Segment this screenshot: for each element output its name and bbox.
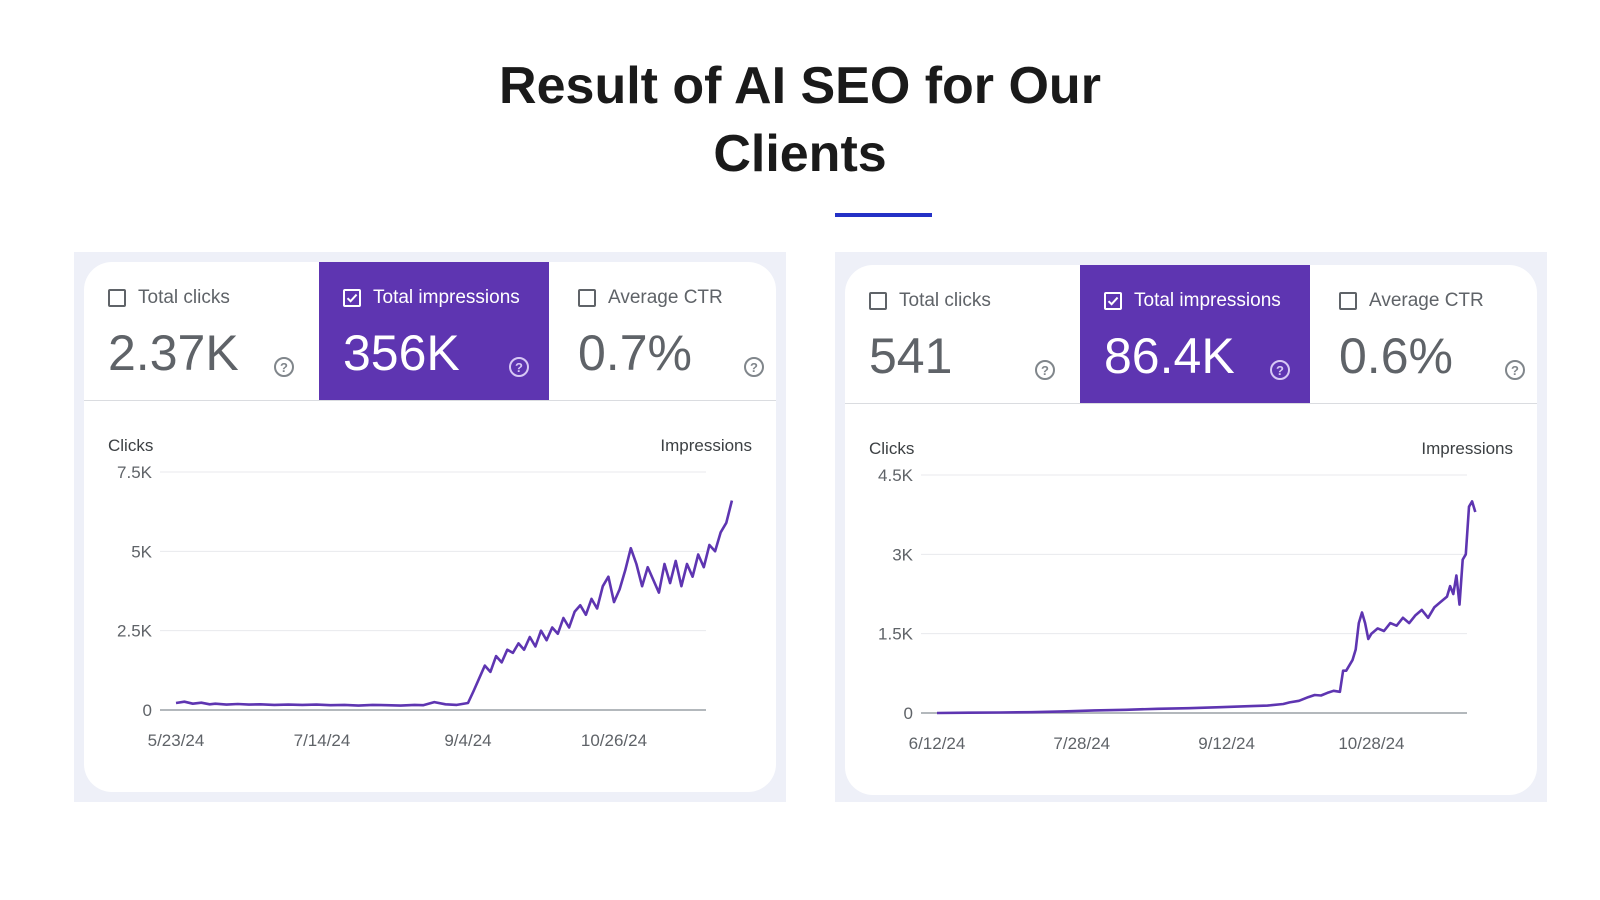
y-axis-right-title: Impressions: [660, 436, 752, 455]
metric-label: Total impressions: [373, 287, 520, 308]
checkbox-unchecked-icon[interactable]: [869, 292, 887, 310]
y-tick-label: 1.5K: [878, 625, 914, 644]
y-tick-label: 4.5K: [878, 466, 914, 485]
metric-label: Average CTR: [1369, 290, 1484, 311]
x-tick-label: 7/28/24: [1053, 734, 1110, 753]
metric-total-impressions[interactable]: Total impressions 86.4K ?: [1080, 265, 1310, 403]
checkbox-unchecked-icon[interactable]: [1339, 292, 1357, 310]
metric-label: Average CTR: [608, 287, 723, 308]
checkbox-checked-icon[interactable]: [1104, 292, 1122, 310]
metric-total-clicks[interactable]: Total clicks 2.37K ?: [84, 262, 314, 400]
y-tick-label: 5K: [131, 542, 152, 561]
metric-label: Total clicks: [138, 287, 230, 308]
metric-tabs: Total clicks 2.37K ? Total impressions 3…: [84, 262, 776, 401]
checkbox-unchecked-icon[interactable]: [578, 289, 596, 307]
x-tick-label: 10/26/24: [581, 731, 647, 750]
help-icon[interactable]: ?: [1035, 360, 1055, 380]
report-panel-1: Total clicks 2.37K ? Total impressions 3…: [74, 252, 786, 802]
metric-average-ctr[interactable]: Average CTR 0.7% ?: [554, 262, 776, 400]
impressions-chart: Clicks Impressions 0 1.5K 3K 4.5K 6/12/24 7/2…: [845, 403, 1537, 795]
performance-card: Total clicks 541 ? Total impressions 86.…: [845, 265, 1537, 795]
metric-value: 2.37K: [108, 325, 239, 381]
checkbox-checked-icon[interactable]: [343, 289, 361, 307]
help-icon[interactable]: ?: [274, 357, 294, 377]
performance-card: Total clicks 2.37K ? Total impressions 3…: [84, 262, 776, 792]
series-line-total-impressions: [175, 500, 734, 707]
x-tick-label: 6/12/24: [909, 734, 966, 753]
help-icon[interactable]: ?: [1505, 360, 1525, 380]
help-icon[interactable]: ?: [744, 357, 764, 377]
page-title-line2: Clients: [713, 125, 887, 183]
series-line-total-impressions: [936, 500, 1477, 715]
page-title: Result of AI SEO for Our Clients: [0, 52, 1600, 188]
y-axis-left-title: Clicks: [108, 436, 154, 455]
metric-total-impressions[interactable]: Total impressions 356K ?: [319, 262, 549, 400]
x-tick-label: 7/14/24: [294, 731, 351, 750]
y-axis-left-title: Clicks: [869, 439, 915, 458]
y-tick-label: 0: [143, 701, 152, 720]
line-chart: 0 1.5K 3K 4.5K 6/12/24 7/28/24 9/12/24 10/28/24: [878, 466, 1477, 753]
y-tick-label: 7.5K: [117, 463, 153, 482]
metric-label: Total clicks: [899, 290, 991, 311]
metric-value: 0.6%: [1339, 328, 1453, 384]
metric-value: 86.4K: [1104, 328, 1235, 384]
title-underline: [835, 213, 932, 217]
y-tick-label: 2.5K: [117, 622, 153, 641]
checkbox-unchecked-icon[interactable]: [108, 289, 126, 307]
metric-total-clicks[interactable]: Total clicks 541 ?: [845, 265, 1075, 403]
y-axis-right-title: Impressions: [1421, 439, 1513, 458]
report-panel-2: Total clicks 541 ? Total impressions 86.…: [835, 252, 1547, 802]
x-tick-label: 9/4/24: [444, 731, 491, 750]
metric-value: 541: [869, 328, 953, 384]
metric-value: 356K: [343, 325, 460, 381]
help-icon[interactable]: ?: [509, 357, 529, 377]
page-title-line1: Result of AI SEO for Our: [499, 57, 1101, 115]
x-tick-label: 5/23/24: [148, 731, 205, 750]
help-icon[interactable]: ?: [1270, 360, 1290, 380]
x-tick-label: 10/28/24: [1338, 734, 1404, 753]
metric-tabs: Total clicks 541 ? Total impressions 86.…: [845, 265, 1537, 404]
metric-average-ctr[interactable]: Average CTR 0.6% ?: [1315, 265, 1537, 403]
x-tick-label: 9/12/24: [1198, 734, 1255, 753]
metric-label: Total impressions: [1134, 290, 1281, 311]
metric-value: 0.7%: [578, 325, 692, 381]
impressions-chart: Clicks Impressions 0 2.5K 5K 7.5K 5/23/24 7/1…: [84, 400, 776, 792]
line-chart: 0 2.5K 5K 7.5K 5/23/24 7/14/24 9/4/24 10/26/24: [117, 463, 734, 750]
y-tick-label: 0: [904, 704, 913, 723]
y-tick-label: 3K: [892, 545, 913, 564]
